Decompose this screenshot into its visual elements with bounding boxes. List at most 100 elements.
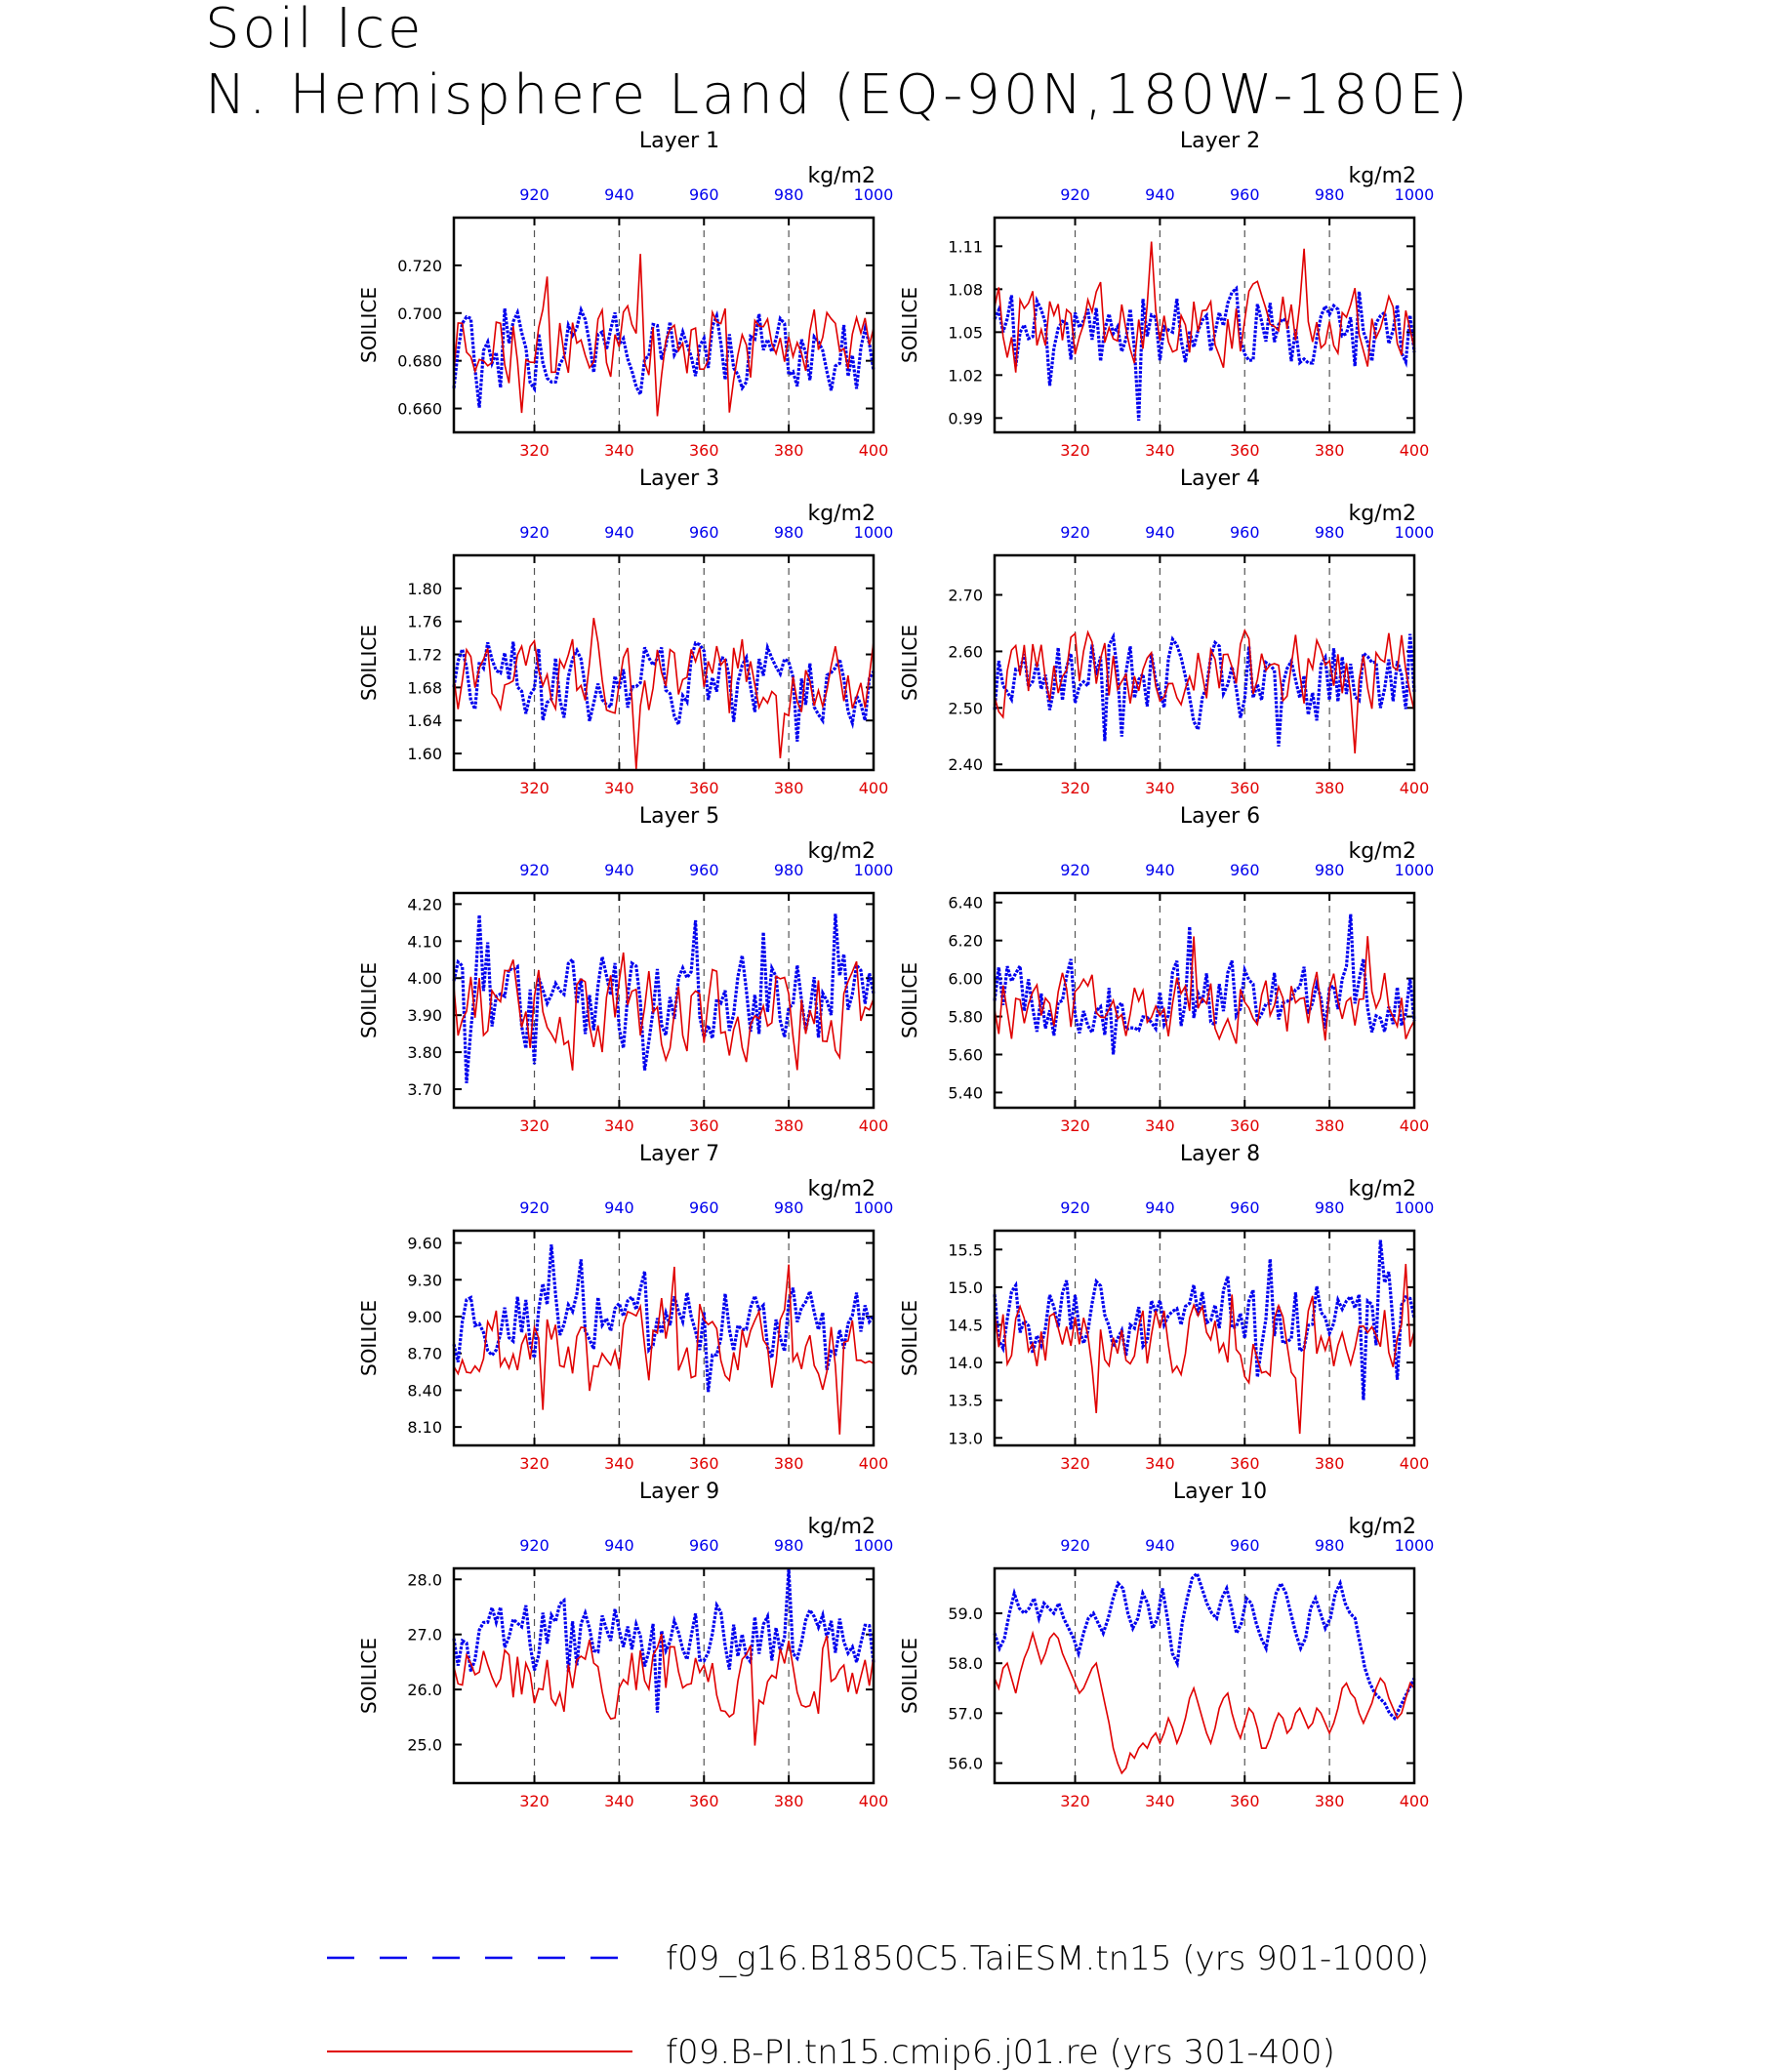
units-label: kg/m2	[807, 502, 876, 526]
series-line-blue	[452, 1568, 876, 1713]
x-tick-label-top: 940	[1145, 523, 1175, 542]
y-tick-label: 1.68	[407, 678, 442, 697]
x-tick-label-top: 1000	[1395, 1198, 1435, 1217]
x-tick-label-top: 960	[1230, 185, 1260, 204]
x-tick-label-bottom: 340	[604, 1454, 634, 1473]
x-tick-label-top: 920	[519, 185, 550, 204]
panel-layer-5: Layer 5 kg/m2 320 340 360 380 400 920 940 960 980 1…	[357, 804, 893, 1135]
y-tick-label: 5.80	[948, 1008, 983, 1027]
x-tick-label-bottom: 380	[1315, 1454, 1345, 1473]
y-tick-label: 0.720	[397, 257, 442, 275]
x-tick-label-top: 940	[1145, 1536, 1175, 1555]
panel-title: Layer 8	[1180, 1142, 1260, 1166]
y-tick-label: 15.0	[948, 1279, 983, 1297]
y-axis-label: SOILICE	[898, 962, 921, 1038]
x-tick-label-bottom: 400	[859, 1454, 889, 1473]
x-tick-label-top: 1000	[1395, 523, 1435, 542]
units-label: kg/m2	[1348, 502, 1416, 526]
y-axis-label: SOILICE	[357, 1638, 381, 1714]
panel-layer-8: Layer 8 kg/m2 320 340 360 380 400 920 940 960 980 1…	[898, 1142, 1434, 1473]
y-axis-label: SOILICE	[898, 1638, 921, 1714]
x-tick-label-bottom: 340	[1145, 441, 1175, 460]
y-tick-label: 0.680	[397, 352, 442, 371]
y-tick-label: 4.00	[407, 969, 442, 988]
y-tick-label: 2.70	[948, 587, 983, 605]
x-tick-label-top: 1000	[854, 1536, 894, 1555]
x-tick-label-bottom: 380	[1315, 1117, 1345, 1135]
units-label: kg/m2	[1348, 164, 1416, 188]
x-tick-label-bottom: 400	[1400, 779, 1430, 797]
panel-title: Layer 1	[639, 129, 719, 153]
panel-title: Layer 3	[639, 467, 719, 491]
panel-layer-7: Layer 7 kg/m2 320 340 360 380 400 920 940 960 980 1…	[357, 1142, 893, 1473]
y-tick-label: 8.70	[407, 1345, 442, 1363]
y-tick-label: 8.40	[407, 1381, 442, 1400]
panel-title: Layer 9	[639, 1480, 719, 1504]
x-tick-label-top: 960	[689, 1536, 719, 1555]
x-tick-label-top: 980	[774, 1198, 804, 1217]
panel-layer-2: Layer 2 kg/m2 320 340 360 380 400 920 940 960 980 1…	[898, 129, 1434, 460]
x-tick-label-bottom: 320	[1060, 779, 1090, 797]
legend: f09_g16.B1850C5.TaiESM.tn15 (yrs 901-100…	[327, 1939, 1429, 2071]
y-tick-label: 1.76	[407, 613, 442, 631]
y-tick-label: 1.02	[948, 366, 983, 385]
y-tick-label: 0.700	[397, 305, 442, 323]
plot-frame	[993, 553, 1416, 772]
x-tick-label-top: 960	[1230, 523, 1260, 542]
x-tick-label-bottom: 380	[1315, 1792, 1345, 1810]
y-tick-label: 1.60	[407, 745, 442, 763]
x-tick-label-top: 920	[1060, 1536, 1090, 1555]
x-tick-label-top: 980	[1315, 523, 1345, 542]
x-tick-label-bottom: 320	[1060, 1454, 1090, 1473]
series-line-red	[994, 241, 1415, 373]
y-tick-label: 2.60	[948, 642, 983, 661]
x-tick-label-bottom: 400	[859, 779, 889, 797]
x-tick-label-top: 980	[1315, 1198, 1345, 1217]
x-tick-label-bottom: 340	[604, 779, 634, 797]
y-tick-label: 2.50	[948, 699, 983, 717]
plot-frame	[452, 553, 876, 772]
panel-layer-4: Layer 4 kg/m2 320 340 360 380 400 920 940 960 980 1…	[898, 467, 1434, 797]
x-tick-label-top: 960	[689, 523, 719, 542]
x-tick-label-bottom: 360	[1230, 1117, 1260, 1135]
x-tick-label-bottom: 320	[1060, 441, 1090, 460]
y-tick-label: 13.0	[948, 1429, 983, 1447]
x-tick-label-bottom: 400	[1400, 1792, 1430, 1810]
x-tick-label-bottom: 400	[859, 1792, 889, 1810]
x-tick-label-top: 920	[1060, 523, 1090, 542]
x-tick-label-bottom: 340	[604, 441, 634, 460]
y-tick-label: 3.70	[407, 1080, 442, 1099]
y-tick-label: 56.0	[948, 1755, 983, 1773]
units-label: kg/m2	[807, 839, 876, 864]
plot-frame	[993, 1566, 1416, 1785]
y-tick-label: 1.80	[407, 580, 442, 598]
x-tick-label-top: 940	[604, 523, 634, 542]
plot-frame	[452, 1566, 876, 1785]
y-tick-label: 3.90	[407, 1006, 442, 1025]
x-tick-label-bottom: 340	[604, 1117, 634, 1135]
units-label: kg/m2	[807, 1177, 876, 1201]
x-tick-label-top: 940	[604, 1198, 634, 1217]
panels: Layer 1 kg/m2 320 340 360 380 400 920 940 960 980 1…	[357, 129, 1434, 1810]
series-line-red	[994, 1263, 1415, 1435]
y-tick-label: 6.20	[948, 932, 983, 951]
x-tick-label-top: 1000	[854, 185, 894, 204]
x-tick-label-top: 980	[1315, 1536, 1345, 1555]
x-tick-label-bottom: 360	[1230, 441, 1260, 460]
y-tick-label: 14.0	[948, 1354, 983, 1372]
units-label: kg/m2	[1348, 839, 1416, 864]
series-line-red	[453, 952, 875, 1071]
y-tick-label: 2.40	[948, 755, 983, 774]
series-line-red	[453, 254, 875, 417]
y-tick-label: 9.00	[407, 1308, 442, 1326]
plot-frame	[452, 891, 876, 1110]
x-tick-label-bottom: 360	[1230, 1454, 1260, 1473]
x-tick-label-top: 940	[1145, 185, 1175, 204]
x-tick-label-top: 920	[519, 1536, 550, 1555]
series-line-blue	[452, 914, 876, 1083]
y-tick-label: 25.0	[407, 1736, 442, 1755]
x-tick-label-bottom: 320	[519, 1454, 550, 1473]
x-tick-label-bottom: 320	[1060, 1792, 1090, 1810]
x-tick-label-top: 940	[1145, 1198, 1175, 1217]
y-tick-label: 6.40	[948, 894, 983, 913]
